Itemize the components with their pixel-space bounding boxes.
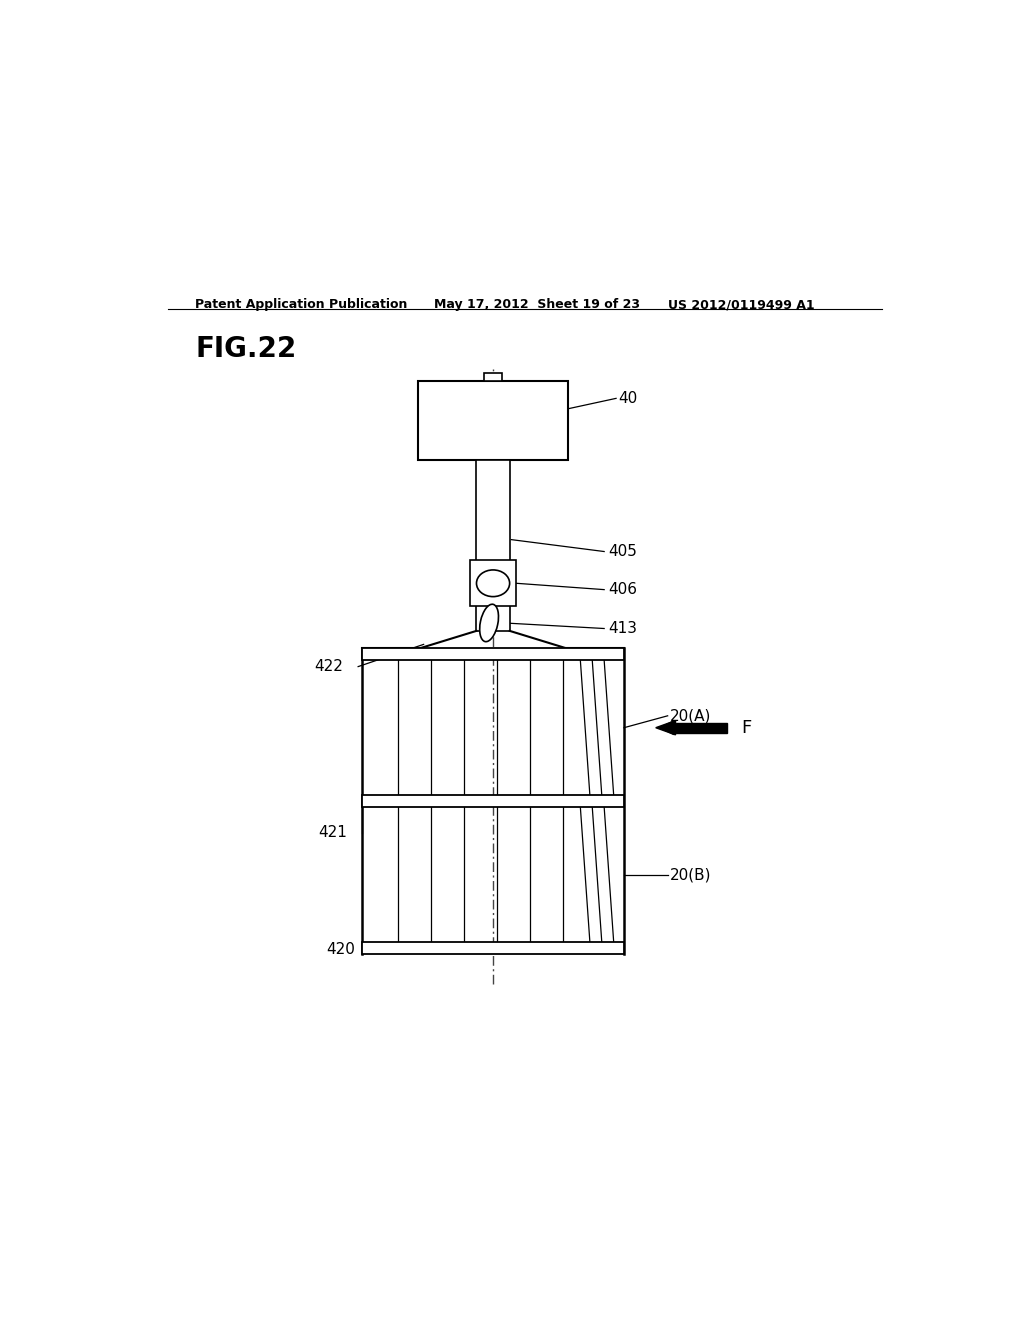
Text: F: F	[741, 718, 752, 737]
Bar	[470, 560, 516, 606]
Text: 420: 420	[327, 942, 355, 957]
Polygon shape	[676, 723, 727, 733]
Bar	[362, 942, 624, 954]
Text: US 2012/0119499 A1: US 2012/0119499 A1	[668, 298, 814, 312]
Bar	[362, 648, 624, 660]
Text: 20(A): 20(A)	[670, 709, 712, 723]
Text: FIG.22: FIG.22	[196, 335, 297, 363]
Bar	[484, 374, 502, 381]
Ellipse shape	[479, 605, 499, 642]
Text: 405: 405	[608, 544, 637, 560]
Polygon shape	[655, 721, 676, 735]
Bar	[476, 461, 510, 631]
Text: 20(B): 20(B)	[670, 867, 712, 882]
Text: Patent Application Publication: Patent Application Publication	[196, 298, 408, 312]
Bar	[362, 795, 624, 807]
Text: 421: 421	[318, 825, 347, 841]
Text: May 17, 2012  Sheet 19 of 23: May 17, 2012 Sheet 19 of 23	[433, 298, 640, 312]
Text: 40: 40	[618, 391, 638, 405]
Text: 413: 413	[608, 620, 637, 636]
Ellipse shape	[476, 570, 510, 597]
Text: 406: 406	[608, 582, 637, 597]
Bar	[418, 381, 568, 461]
Text: 422: 422	[314, 659, 343, 675]
